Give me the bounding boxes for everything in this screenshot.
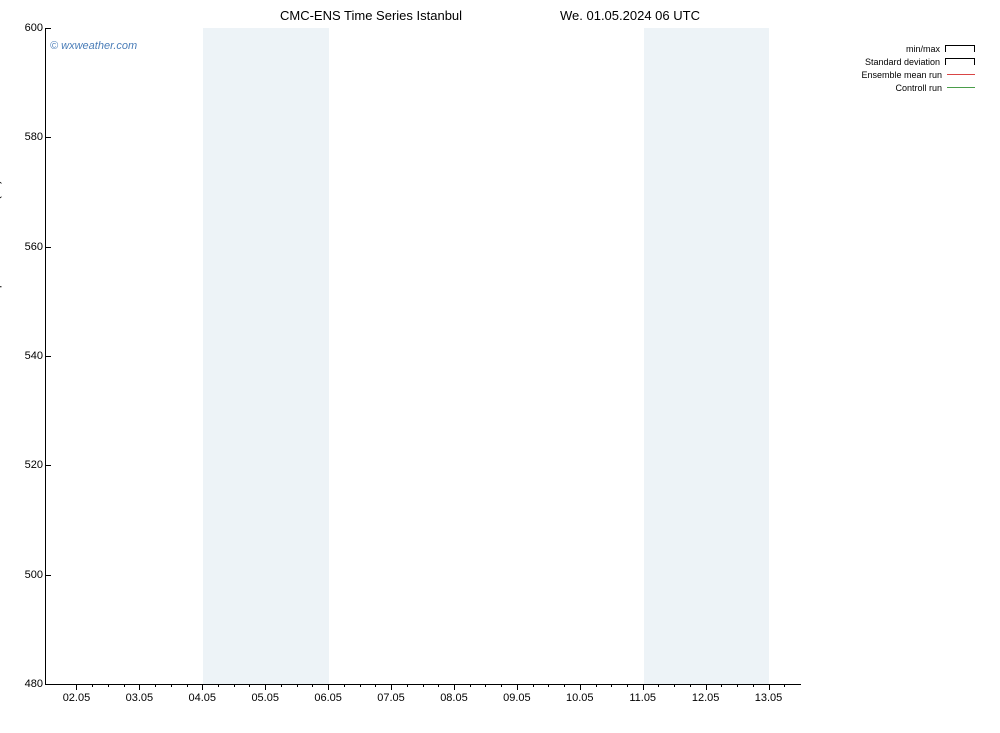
x-tick-minor	[690, 684, 691, 687]
chart-title-right: We. 01.05.2024 06 UTC	[560, 8, 700, 23]
legend-swatch	[945, 58, 975, 65]
x-tick-minor	[737, 684, 738, 687]
plot-area	[45, 28, 801, 685]
x-tick-minor	[753, 684, 754, 687]
x-tick-minor	[187, 684, 188, 687]
x-tick-label: 08.05	[440, 692, 468, 704]
y-tick-label: 540	[13, 350, 43, 362]
x-tick	[706, 684, 707, 690]
x-tick-minor	[423, 684, 424, 687]
x-tick	[328, 684, 329, 690]
y-tick	[45, 356, 51, 357]
legend-item: Standard deviation	[861, 55, 975, 68]
x-tick-minor	[485, 684, 486, 687]
x-tick-minor	[784, 684, 785, 687]
x-tick-minor	[281, 684, 282, 687]
x-tick	[76, 684, 77, 690]
x-tick-minor	[470, 684, 471, 687]
x-tick-minor	[108, 684, 109, 687]
x-tick-minor	[407, 684, 408, 687]
x-tick-minor	[360, 684, 361, 687]
x-tick-label: 10.05	[566, 692, 594, 704]
x-tick	[139, 684, 140, 690]
y-tick	[45, 137, 51, 138]
legend-item: Controll run	[861, 81, 975, 94]
y-tick	[45, 684, 51, 685]
legend-swatch	[947, 74, 975, 76]
y-tick-label: 500	[13, 569, 43, 581]
y-tick	[45, 575, 51, 576]
y-tick	[45, 247, 51, 248]
legend: min/max Standard deviation Ensemble mean r…	[861, 42, 975, 94]
y-tick	[45, 465, 51, 466]
weekend-band	[644, 28, 769, 684]
x-tick	[580, 684, 581, 690]
x-tick-minor	[658, 684, 659, 687]
x-tick-minor	[312, 684, 313, 687]
x-tick-minor	[92, 684, 93, 687]
y-tick-label: 600	[13, 22, 43, 34]
x-tick-minor	[548, 684, 549, 687]
legend-item: min/max	[861, 42, 975, 55]
x-tick-label: 02.05	[63, 692, 91, 704]
x-tick-minor	[627, 684, 628, 687]
x-tick-minor	[171, 684, 172, 687]
x-tick-minor	[234, 684, 235, 687]
x-tick	[769, 684, 770, 690]
x-tick-minor	[124, 684, 125, 687]
x-tick-minor	[721, 684, 722, 687]
x-tick-minor	[297, 684, 298, 687]
weekend-band	[203, 28, 329, 684]
x-tick-label: 07.05	[377, 692, 405, 704]
chart-title-left: CMC-ENS Time Series Istanbul	[280, 8, 462, 23]
x-tick-minor	[564, 684, 565, 687]
x-tick-label: 04.05	[189, 692, 217, 704]
y-tick-label: 560	[13, 241, 43, 253]
x-tick-minor	[674, 684, 675, 687]
x-tick-label: 13.05	[755, 692, 783, 704]
x-tick	[391, 684, 392, 690]
y-tick-label: 520	[13, 459, 43, 471]
x-tick-minor	[249, 684, 250, 687]
x-tick-minor	[375, 684, 376, 687]
x-tick	[202, 684, 203, 690]
x-tick-minor	[611, 684, 612, 687]
x-tick-label: 05.05	[251, 692, 279, 704]
watermark-text: © wxweather.com	[50, 40, 137, 52]
legend-label: Standard deviation	[865, 57, 940, 67]
x-tick-minor	[533, 684, 534, 687]
x-tick-label: 06.05	[314, 692, 342, 704]
legend-label: min/max	[906, 44, 940, 54]
legend-swatch	[947, 87, 975, 89]
x-tick-label: 09.05	[503, 692, 531, 704]
x-tick-minor	[501, 684, 502, 687]
x-tick-minor	[438, 684, 439, 687]
y-tick-label: 480	[13, 678, 43, 690]
legend-label: Controll run	[895, 83, 942, 93]
x-tick	[517, 684, 518, 690]
x-tick-label: 12.05	[692, 692, 720, 704]
x-tick	[265, 684, 266, 690]
chart-container: CMC-ENS Time Series Istanbul We. 01.05.2…	[0, 0, 1000, 733]
x-tick-minor	[596, 684, 597, 687]
y-tick-label: 580	[13, 131, 43, 143]
x-tick-label: 11.05	[629, 692, 656, 704]
x-tick-minor	[155, 684, 156, 687]
x-tick	[643, 684, 644, 690]
y-tick	[45, 28, 51, 29]
x-tick-minor	[218, 684, 219, 687]
legend-label: Ensemble mean run	[861, 70, 942, 80]
y-axis-label: Temperature 850 hPa (°C)	[0, 180, 2, 309]
x-tick-minor	[344, 684, 345, 687]
x-tick-label: 03.05	[126, 692, 154, 704]
legend-swatch	[945, 45, 975, 52]
x-tick	[454, 684, 455, 690]
legend-item: Ensemble mean run	[861, 68, 975, 81]
